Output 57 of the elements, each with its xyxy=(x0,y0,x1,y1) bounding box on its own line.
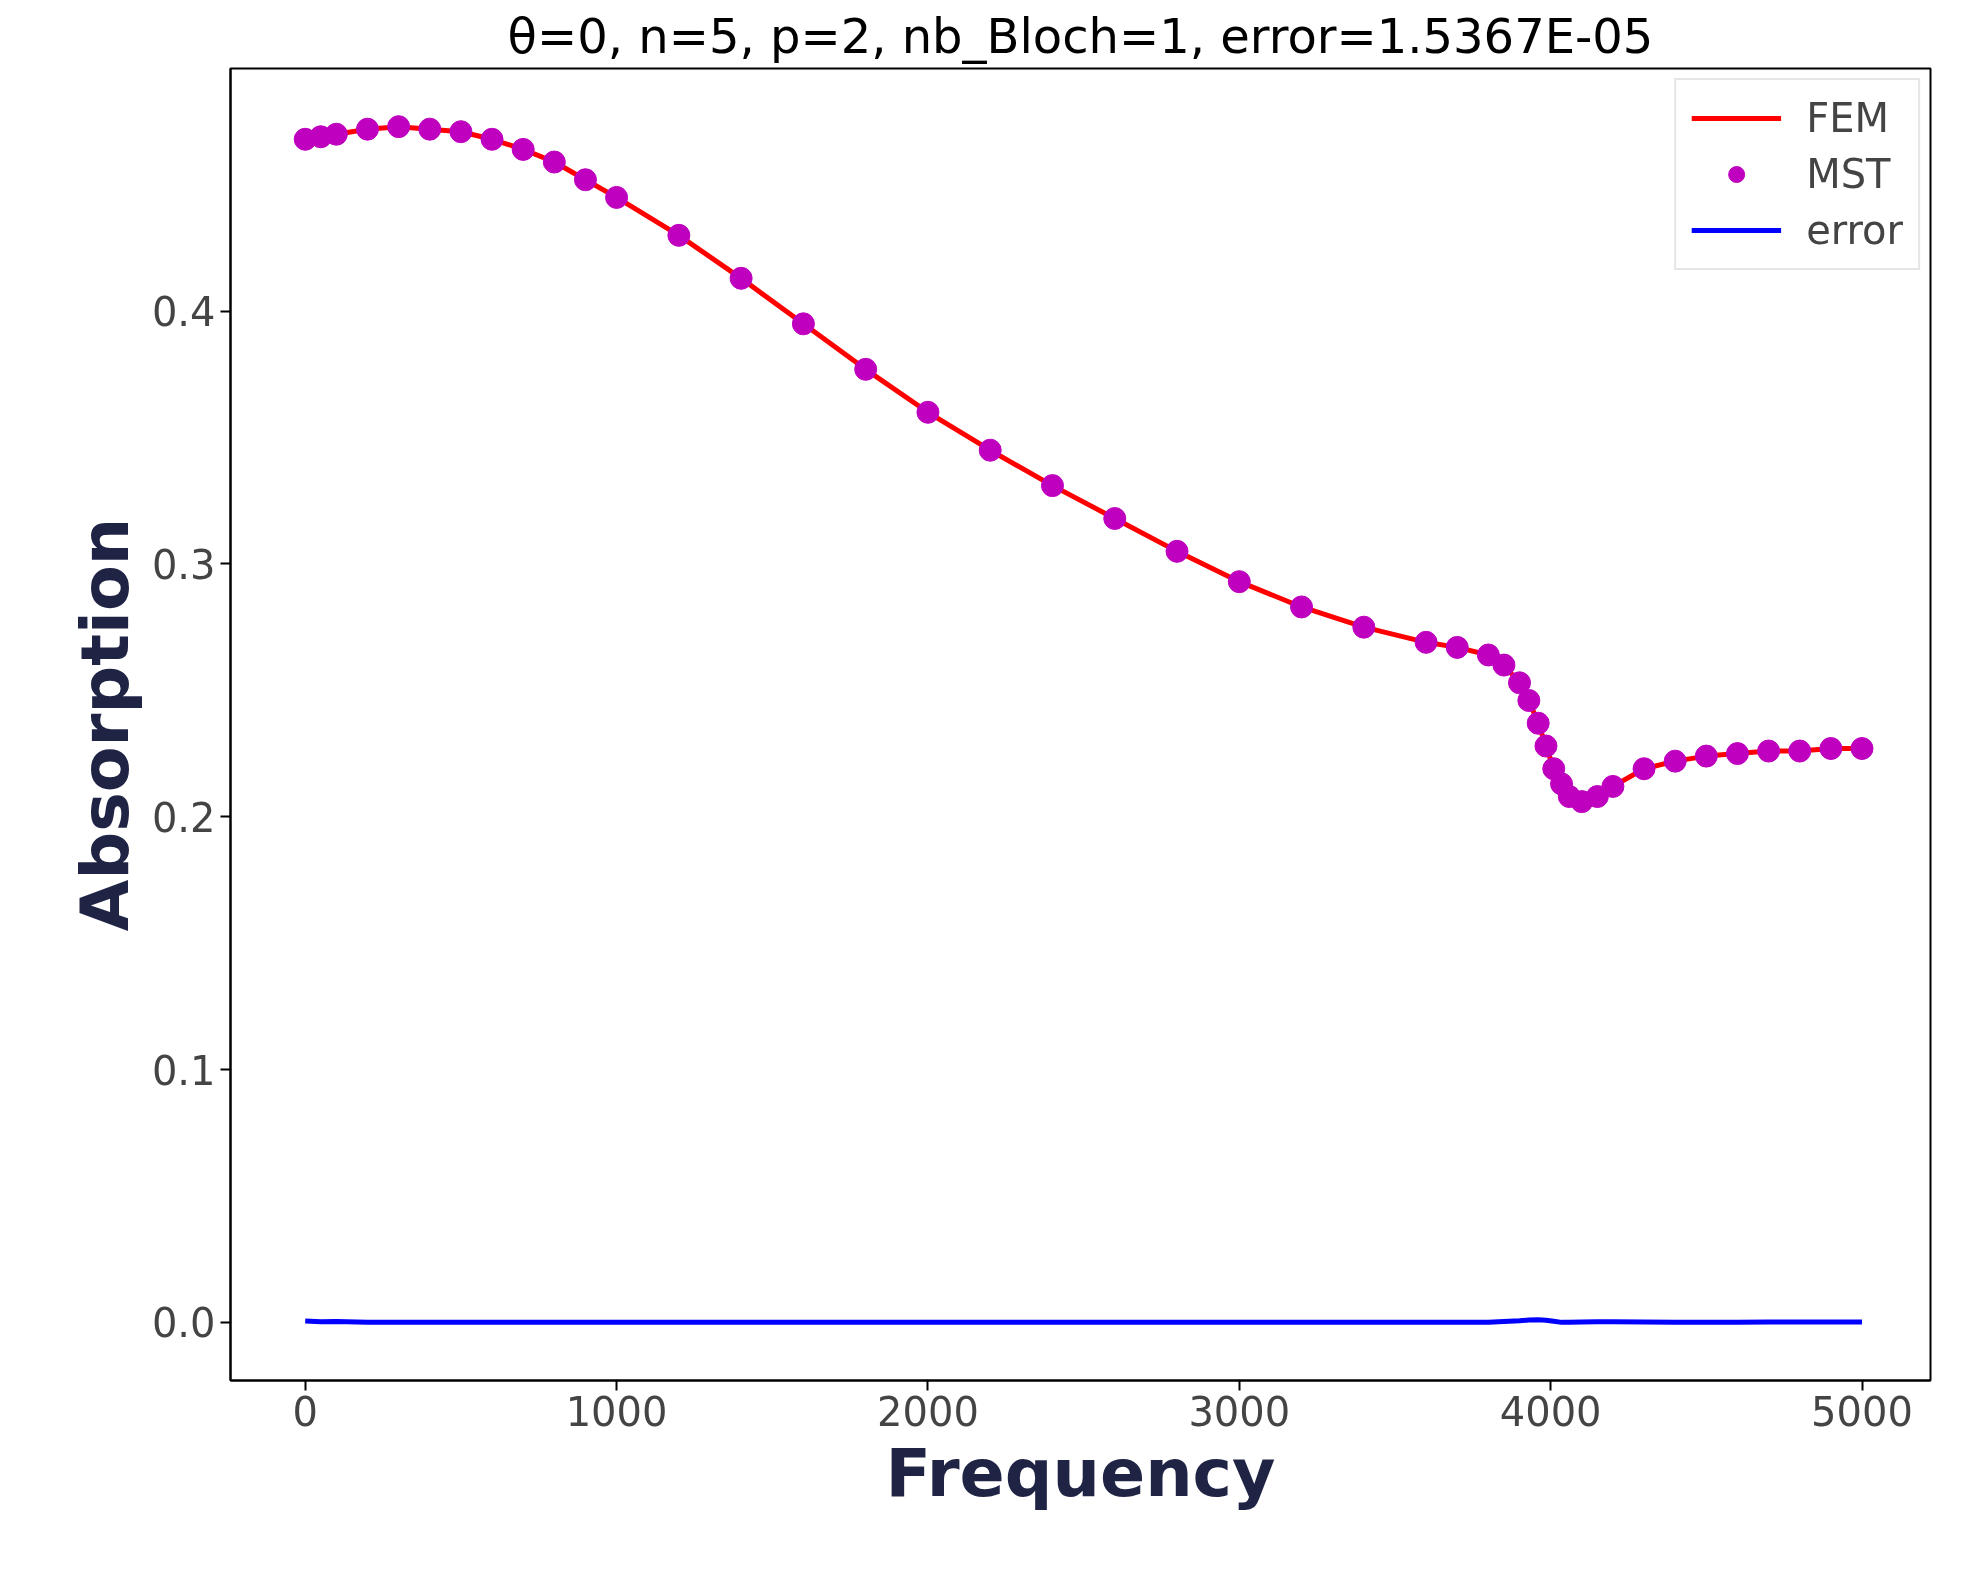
point xyxy=(1663,749,1687,773)
y-tick-label: 0.4 xyxy=(151,289,216,336)
point xyxy=(1165,539,1189,563)
x-tick-label: 5000 xyxy=(1811,1388,1913,1435)
point xyxy=(1534,734,1558,758)
point xyxy=(324,122,348,146)
point xyxy=(418,117,442,141)
x-tick-label: 3000 xyxy=(1188,1388,1291,1435)
legend-label: MST xyxy=(1806,151,1891,197)
x-axis-title: Frequency xyxy=(885,1433,1276,1512)
point xyxy=(1508,671,1532,695)
point xyxy=(667,223,691,247)
y-tick-label: 0.0 xyxy=(151,1300,216,1347)
legend-label: FEM xyxy=(1806,95,1889,141)
y-tick-label: 0.1 xyxy=(151,1047,216,1094)
point xyxy=(1445,635,1469,659)
point xyxy=(542,150,566,174)
y-tick-label: 0.2 xyxy=(151,794,216,841)
point xyxy=(480,127,504,151)
point xyxy=(1526,711,1550,735)
point xyxy=(1040,474,1064,498)
point xyxy=(1725,742,1749,766)
point xyxy=(1819,737,1843,760)
point xyxy=(511,137,535,161)
point xyxy=(605,185,629,209)
point xyxy=(387,115,411,139)
chart-title: θ=0, n=5, p=2, nb_Bloch=1, error=1.5367E-05 xyxy=(507,7,1654,64)
y-tick-label: 0.3 xyxy=(151,541,216,588)
point xyxy=(573,168,597,192)
point xyxy=(1476,643,1500,667)
point xyxy=(1517,689,1541,712)
point xyxy=(449,120,473,144)
x-tick-label: 2000 xyxy=(877,1388,979,1435)
point xyxy=(1290,595,1314,619)
point xyxy=(1103,506,1127,530)
point xyxy=(1492,653,1516,677)
x-tick-label: 4000 xyxy=(1499,1388,1602,1435)
point xyxy=(1694,744,1718,768)
point xyxy=(1414,630,1438,654)
point xyxy=(1757,739,1781,763)
point xyxy=(356,117,379,141)
legend-label: error xyxy=(1806,207,1903,253)
point xyxy=(1788,739,1812,763)
point xyxy=(1850,737,1874,760)
y-axis-title: Absorption xyxy=(65,517,144,932)
point xyxy=(854,357,878,381)
point xyxy=(729,266,753,290)
point xyxy=(1601,774,1625,798)
x-tick-label: 0 xyxy=(292,1388,318,1435)
point xyxy=(1227,570,1251,594)
point xyxy=(978,438,1002,462)
point xyxy=(1632,757,1656,781)
point xyxy=(1585,785,1609,809)
point xyxy=(916,400,940,424)
x-tick-label: 1000 xyxy=(565,1388,668,1435)
point xyxy=(791,312,815,336)
point xyxy=(1352,615,1376,639)
